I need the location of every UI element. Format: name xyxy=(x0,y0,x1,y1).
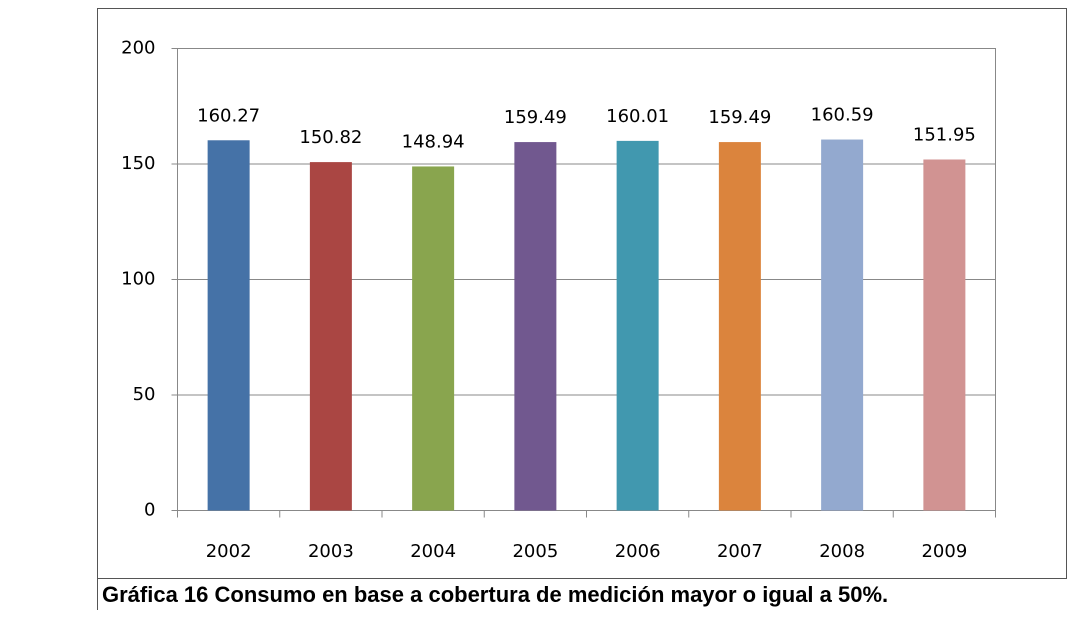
x-tick-label: 2003 xyxy=(308,541,354,562)
bar xyxy=(207,140,250,511)
data-label: 151.95 xyxy=(913,124,976,145)
x-tick-label: 2004 xyxy=(410,541,456,562)
data-label: 160.27 xyxy=(197,105,260,126)
chart-frame xyxy=(97,8,1067,579)
data-label: 148.94 xyxy=(402,131,465,152)
data-label: 150.82 xyxy=(299,127,362,148)
data-label: 160.01 xyxy=(606,106,669,127)
y-tick-label: 200 xyxy=(121,38,155,59)
bar xyxy=(309,162,352,511)
bar xyxy=(514,142,557,511)
y-tick-label: 150 xyxy=(121,153,155,174)
x-tick-label: 2009 xyxy=(921,541,967,562)
x-tick-label: 2002 xyxy=(206,541,252,562)
bar xyxy=(412,166,455,511)
x-tick-label: 2007 xyxy=(717,541,763,562)
y-tick-label: 0 xyxy=(144,500,155,521)
bar xyxy=(821,139,864,511)
bar xyxy=(616,140,659,511)
data-label: 159.49 xyxy=(504,107,567,128)
x-tick-label: 2005 xyxy=(512,541,558,562)
caption: Gráfica 16 Consumo en base a cobertura d… xyxy=(102,582,888,607)
bar xyxy=(718,142,761,511)
x-tick-label: 2008 xyxy=(819,541,865,562)
data-label: 160.59 xyxy=(811,105,874,126)
y-tick-label: 50 xyxy=(133,384,156,405)
data-label: 159.49 xyxy=(708,107,771,128)
y-tick-label: 100 xyxy=(121,269,155,290)
x-tick-label: 2006 xyxy=(615,541,661,562)
bar xyxy=(923,159,966,511)
